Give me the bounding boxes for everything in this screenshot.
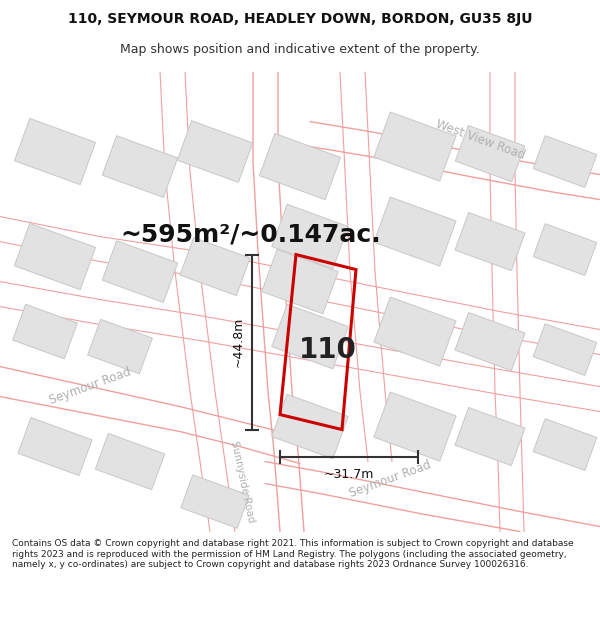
Polygon shape: [374, 392, 456, 461]
Text: 110, SEYMOUR ROAD, HEADLEY DOWN, BORDON, GU35 8JU: 110, SEYMOUR ROAD, HEADLEY DOWN, BORDON,…: [68, 12, 532, 26]
Polygon shape: [455, 312, 525, 371]
Polygon shape: [272, 204, 348, 269]
Polygon shape: [262, 249, 338, 314]
Text: Contains OS data © Crown copyright and database right 2021. This information is : Contains OS data © Crown copyright and d…: [12, 539, 574, 569]
Text: Map shows position and indicative extent of the property.: Map shows position and indicative extent…: [120, 44, 480, 56]
Polygon shape: [374, 297, 456, 366]
Polygon shape: [455, 126, 524, 182]
Text: ~595m²/~0.147ac.: ~595m²/~0.147ac.: [120, 222, 380, 246]
Polygon shape: [102, 241, 178, 302]
Text: ~31.7m: ~31.7m: [324, 468, 374, 481]
Text: Seymour Road: Seymour Road: [347, 459, 433, 501]
Polygon shape: [181, 475, 249, 528]
Polygon shape: [374, 197, 456, 266]
Text: 110: 110: [299, 336, 357, 364]
Polygon shape: [533, 136, 597, 188]
Polygon shape: [14, 119, 95, 184]
Polygon shape: [455, 213, 525, 271]
Polygon shape: [95, 434, 164, 489]
Polygon shape: [374, 112, 456, 181]
Polygon shape: [102, 136, 178, 198]
Polygon shape: [177, 121, 253, 182]
Polygon shape: [88, 319, 152, 374]
Text: Sunnyside Road: Sunnyside Road: [229, 440, 257, 523]
Text: West View Road: West View Road: [434, 118, 526, 162]
Polygon shape: [13, 304, 77, 359]
Polygon shape: [272, 394, 348, 459]
Polygon shape: [533, 224, 597, 276]
Polygon shape: [533, 419, 597, 471]
Polygon shape: [180, 238, 250, 296]
Polygon shape: [455, 408, 525, 466]
Text: ~44.8m: ~44.8m: [232, 317, 245, 368]
Polygon shape: [272, 304, 348, 369]
Polygon shape: [18, 418, 92, 476]
Polygon shape: [533, 324, 597, 376]
Polygon shape: [259, 134, 341, 199]
Polygon shape: [14, 224, 95, 289]
Text: Seymour Road: Seymour Road: [47, 366, 133, 408]
